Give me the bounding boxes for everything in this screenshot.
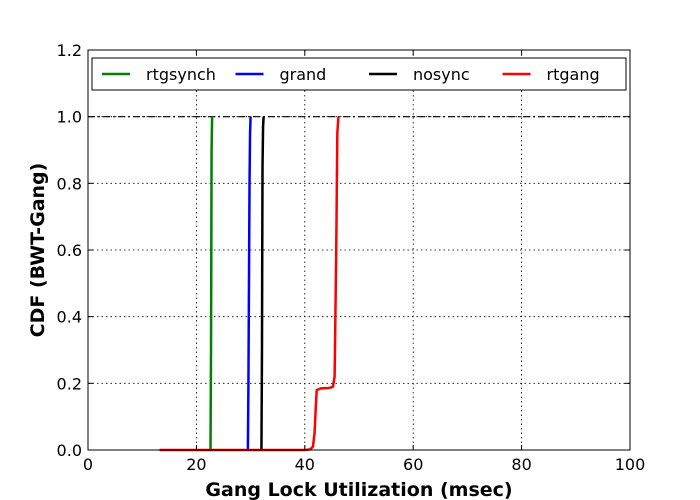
y-tick-label: 0.4: [57, 308, 82, 327]
legend-box: [91, 57, 627, 91]
y-tick-label: 0.6: [57, 241, 82, 260]
series-line-nosync: [260, 116, 265, 451]
y-tick-label: 1.0: [57, 108, 82, 127]
x-tick-label: 80: [511, 455, 531, 474]
legend-label-grand: grand: [280, 65, 327, 84]
series-line-rtgsynch: [209, 116, 214, 451]
y-tick-label: 0.0: [57, 441, 82, 460]
legend-label-rtgsynch: rtgsynch: [146, 65, 216, 84]
y-tick-label: 1.2: [57, 41, 82, 60]
y-axis-label: CDF (BWT-Gang): [27, 163, 49, 338]
x-tick-label: 60: [403, 455, 423, 474]
ticks: 0 20 40 60 80 100 0.0 0.2 0.4 0.6 0.8 1.0 1.2: [57, 41, 646, 474]
x-tick-label: 40: [295, 455, 315, 474]
series-line-grand: [246, 116, 252, 451]
legend-label-nosync: nosync: [413, 65, 470, 84]
legend-label-rtgang: rtgang: [547, 65, 600, 84]
y-tick-label: 0.8: [57, 174, 82, 193]
x-axis-label: Gang Lock Utilization (msec): [205, 479, 512, 500]
x-tick-label: 0: [83, 455, 93, 474]
x-tick-label: 20: [186, 455, 206, 474]
legend: rtgsynch grand nosync rtgang: [91, 57, 627, 91]
x-tick-label: 100: [615, 455, 646, 474]
y-tick-label: 0.2: [57, 374, 82, 393]
grid: [88, 50, 630, 450]
